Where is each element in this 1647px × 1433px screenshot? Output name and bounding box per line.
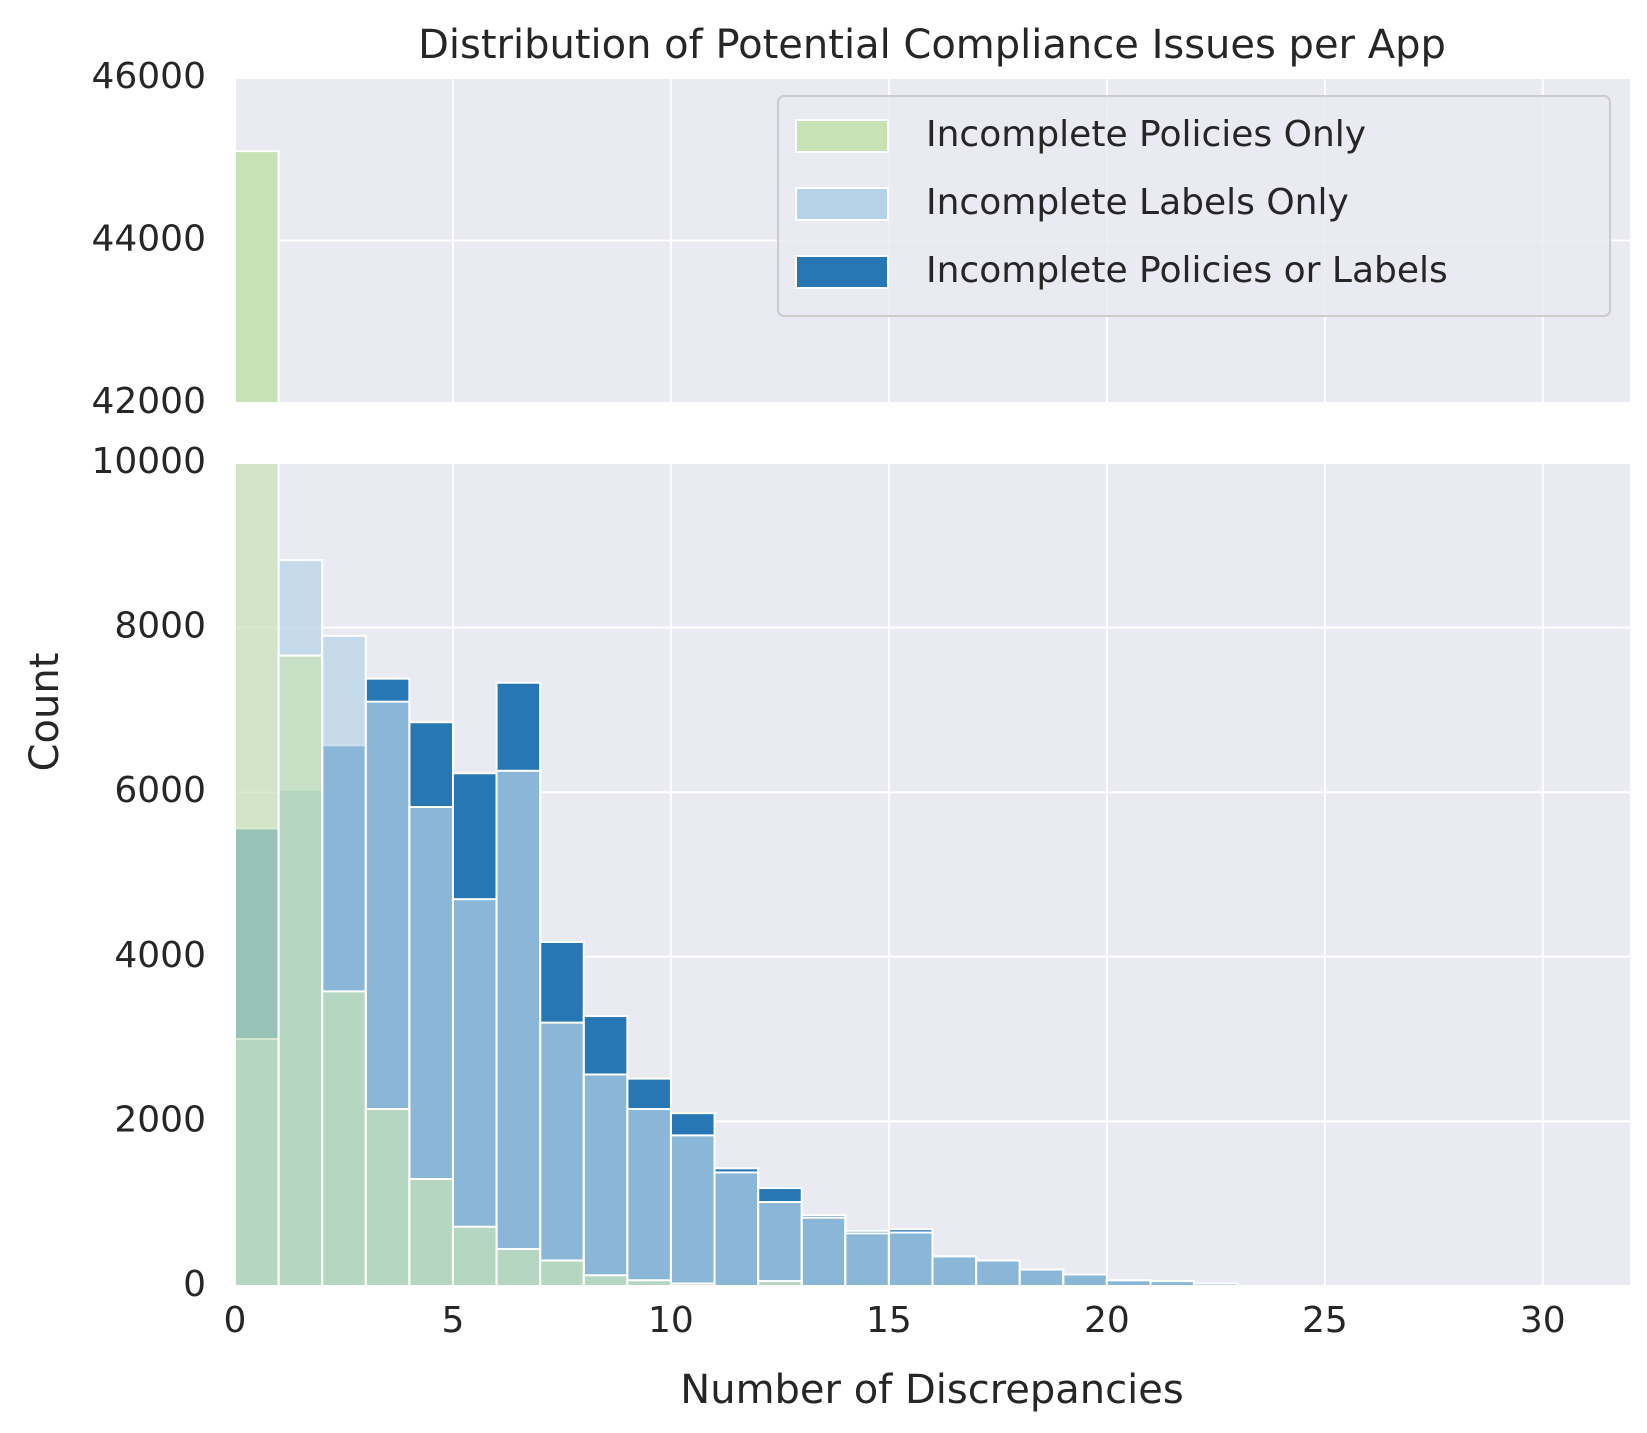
bar [1149, 1280, 1196, 1288]
bar [713, 1171, 760, 1288]
y-tick-label-top: 44000 [91, 219, 206, 260]
legend: Incomplete Policies Only Incomplete Label… [777, 95, 1611, 317]
y-tick-label-bottom: 6000 [114, 770, 206, 811]
legend-swatch [795, 187, 889, 221]
x-tick-label: 20 [1084, 1300, 1130, 1341]
bar [626, 1108, 672, 1288]
bar [408, 1178, 454, 1288]
legend-label: Incomplete Policies Only [926, 114, 1366, 155]
legend-label: Incomplete Policies or Labels [926, 250, 1448, 291]
bar [1105, 1279, 1152, 1288]
bar [364, 1108, 411, 1288]
bar [495, 1247, 542, 1287]
series-top-0 [234, 150, 280, 404]
bar [1018, 1268, 1065, 1288]
legend-box [777, 95, 1611, 317]
bar [887, 1231, 934, 1288]
bar [1193, 1282, 1239, 1288]
series-bottom-0 [234, 462, 803, 1288]
x-axis-title: Number of Discrepancies [680, 1367, 1183, 1413]
x-tick-label: 30 [1520, 1300, 1566, 1341]
bar [931, 1255, 978, 1287]
bar [582, 1073, 629, 1288]
y-tick-label-bottom: 10000 [91, 441, 206, 482]
bar [757, 1280, 803, 1288]
bar [757, 1201, 803, 1287]
y-axis-title: Count [22, 653, 68, 772]
bar [234, 462, 280, 1287]
x-tick-label: 15 [866, 1300, 912, 1341]
bar [277, 654, 324, 1287]
bar [669, 1282, 716, 1288]
bar [844, 1232, 890, 1288]
y-tick-label-bottom: 0 [183, 1264, 206, 1305]
bar [582, 1274, 629, 1288]
bar [975, 1259, 1021, 1288]
bar [451, 1225, 498, 1288]
bar [669, 1134, 716, 1287]
bar-top [234, 150, 280, 404]
legend-label: Incomplete Labels Only [926, 182, 1349, 223]
bar [800, 1216, 847, 1288]
bar [626, 1279, 672, 1288]
legend-swatch [795, 255, 889, 289]
y-tick-label-top: 46000 [91, 56, 206, 97]
x-tick-label: 10 [648, 1300, 694, 1341]
y-tick-label-bottom: 4000 [114, 935, 206, 976]
bar [539, 1021, 585, 1287]
bar [539, 1259, 585, 1288]
legend-swatch [795, 119, 889, 153]
x-tick-label: 0 [224, 1300, 247, 1341]
y-tick-label-bottom: 2000 [114, 1099, 206, 1140]
x-tick-label: 25 [1302, 1300, 1348, 1341]
chart-title: Distribution of Potential Compliance Iss… [418, 22, 1446, 68]
y-tick-label-bottom: 8000 [114, 606, 206, 647]
bar [321, 990, 367, 1288]
y-tick-label-top: 42000 [91, 381, 206, 422]
x-tick-label: 5 [442, 1300, 465, 1341]
bar [495, 769, 542, 1287]
bar [1062, 1273, 1108, 1288]
